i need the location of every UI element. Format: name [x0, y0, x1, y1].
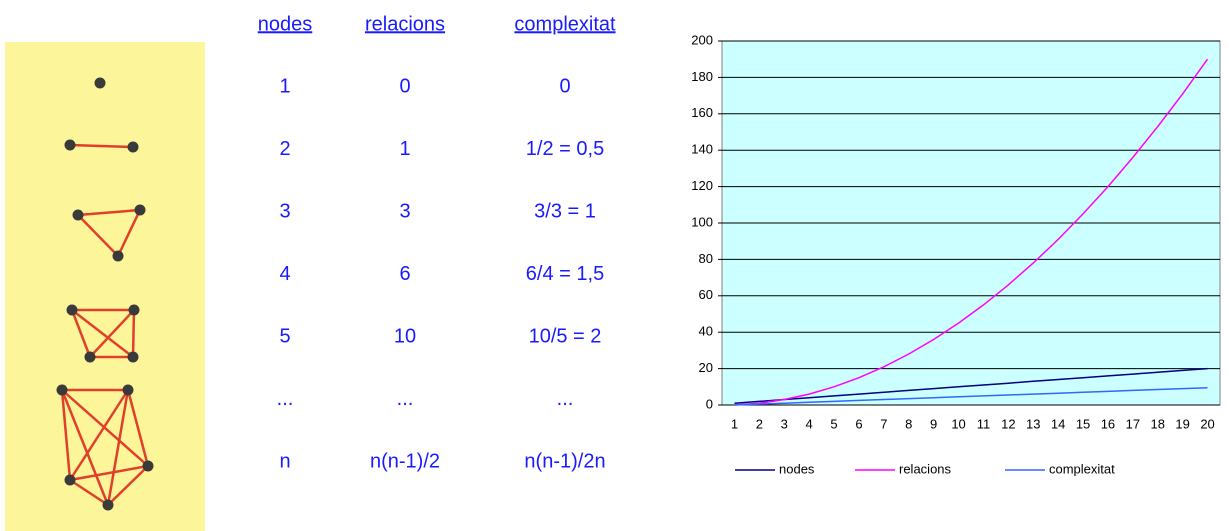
node: [65, 140, 76, 151]
x-tick-label: 14: [1051, 416, 1065, 431]
x-tick-label: 5: [830, 416, 837, 431]
y-tick-label: 20: [699, 360, 713, 375]
table-header: relacions: [365, 13, 445, 35]
graph-panel: [5, 42, 205, 531]
node: [123, 385, 134, 396]
table-cell: 0: [559, 75, 570, 97]
x-tick-label: 7: [880, 416, 887, 431]
table-cell: 1: [399, 138, 410, 160]
y-tick-label: 160: [691, 105, 713, 120]
x-tick-label: 10: [951, 416, 965, 431]
table-cell: n(n-1)/2: [370, 450, 440, 472]
node: [85, 352, 96, 363]
table-header: nodes: [258, 13, 313, 35]
table-cell: ...: [557, 388, 574, 410]
y-tick-label: 140: [691, 142, 713, 157]
table-cell: 1/2 = 0,5: [526, 138, 604, 160]
page: nodesrelacionscomplexitat100211/2 = 0,53…: [0, 0, 1229, 531]
x-tick-label: 8: [905, 416, 912, 431]
table-cell: 1: [279, 75, 290, 97]
table-cell: ...: [397, 388, 414, 410]
y-tick-label: 120: [691, 178, 713, 193]
table-cell: 3/3 = 1: [534, 200, 596, 222]
y-tick-label: 40: [699, 324, 713, 339]
table-cell: n(n-1)/2n: [524, 450, 605, 472]
node: [135, 205, 146, 216]
y-tick-label: 180: [691, 69, 713, 84]
canvas: nodesrelacionscomplexitat100211/2 = 0,53…: [0, 0, 1229, 531]
node: [95, 78, 106, 89]
node: [113, 251, 124, 262]
y-tick-label: 100: [691, 214, 713, 229]
x-tick-label: 2: [756, 416, 763, 431]
table-cell: 3: [279, 200, 290, 222]
table-cell: 3: [399, 200, 410, 222]
x-tick-label: 20: [1200, 416, 1214, 431]
legend-label: nodes: [779, 461, 815, 476]
x-tick-label: 6: [855, 416, 862, 431]
x-tick-label: 12: [1001, 416, 1015, 431]
x-tick-label: 4: [806, 416, 813, 431]
table-header: complexitat: [514, 13, 616, 35]
x-tick-label: 3: [781, 416, 788, 431]
node: [128, 352, 139, 363]
node: [67, 305, 78, 316]
x-tick-label: 18: [1151, 416, 1165, 431]
node: [143, 461, 154, 472]
y-tick-label: 0: [706, 396, 713, 411]
y-tick-label: 60: [699, 287, 713, 302]
x-tick-label: 13: [1026, 416, 1040, 431]
table-cell: 6: [399, 263, 410, 285]
table-cell: 6/4 = 1,5: [526, 263, 604, 285]
table-cell: 5: [279, 325, 290, 347]
table-cell: 10: [394, 325, 416, 347]
x-tick-label: 15: [1076, 416, 1090, 431]
node: [103, 500, 114, 511]
x-tick-label: 11: [977, 416, 991, 431]
x-tick-label: 16: [1101, 416, 1115, 431]
y-tick-label: 80: [699, 251, 713, 266]
table-cell: ...: [277, 388, 294, 410]
x-tick-label: 1: [731, 416, 738, 431]
table-cell: n: [279, 450, 290, 472]
table-cell: 2: [279, 138, 290, 160]
table-cell: 0: [399, 75, 410, 97]
y-tick-label: 200: [691, 32, 713, 47]
legend-label: relacions: [899, 461, 952, 476]
x-tick-label: 19: [1175, 416, 1189, 431]
node: [73, 210, 84, 221]
node: [57, 385, 68, 396]
node: [65, 475, 76, 486]
table-cell: 10/5 = 2: [529, 325, 602, 347]
x-tick-label: 9: [930, 416, 937, 431]
edge: [133, 310, 134, 357]
node: [129, 305, 140, 316]
node: [128, 142, 139, 153]
x-tick-label: 17: [1126, 416, 1140, 431]
legend-label: complexitat: [1049, 461, 1115, 476]
table-cell: 4: [279, 263, 290, 285]
